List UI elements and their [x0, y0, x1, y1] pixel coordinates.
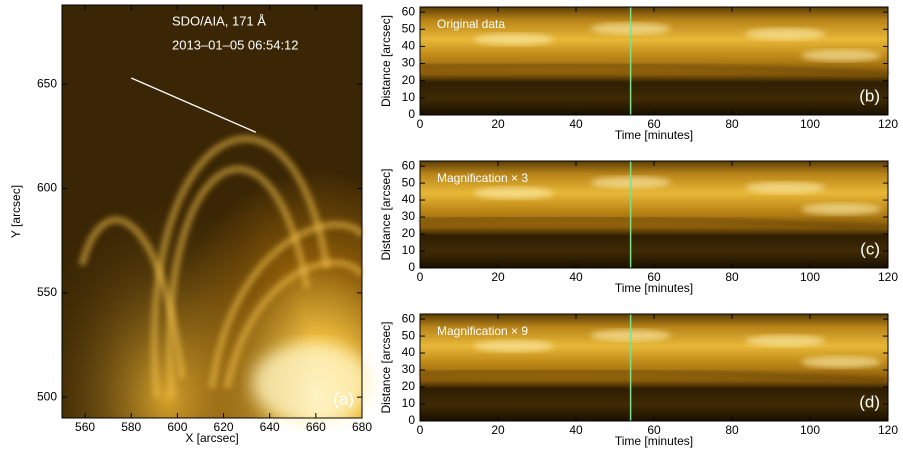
x-tick-label: 120 — [878, 423, 898, 437]
x-tick-label: 40 — [569, 270, 583, 284]
x-tick-label: 120 — [878, 117, 898, 131]
image-area — [419, 161, 889, 268]
loop — [208, 221, 365, 389]
loop — [78, 216, 186, 379]
y-tick-label: 0 — [408, 107, 415, 121]
x-tick-label: 20 — [491, 270, 505, 284]
loop — [150, 135, 331, 399]
x-tick-label: 100 — [800, 423, 820, 437]
slit — [130, 77, 257, 133]
plot-frame — [61, 4, 363, 419]
x-axis-label: Time [minutes] — [615, 128, 693, 142]
x-tick-label: 660 — [306, 420, 326, 434]
x-tick-label: 100 — [800, 270, 820, 284]
y-tick-label: 40 — [402, 192, 416, 206]
x-tick-label: 620 — [214, 420, 234, 434]
y-tick-label: 50 — [402, 328, 416, 342]
y-tick-label: 20 — [402, 379, 416, 393]
bright-region — [252, 343, 372, 423]
bright-feature — [745, 334, 826, 347]
panel-label: (b) — [859, 86, 880, 105]
dark-strand — [419, 63, 889, 76]
y-tick-label: 40 — [402, 39, 416, 53]
bright-feature — [473, 187, 554, 200]
y-tick-label: 10 — [402, 396, 416, 410]
x-axis-label: X [arcsec] — [185, 431, 238, 445]
y-tick-label: 30 — [402, 209, 416, 223]
x-tick-label: 40 — [569, 117, 583, 131]
image-area — [62, 5, 372, 423]
x-tick-label: 680 — [352, 420, 372, 434]
y-tick-label: 60 — [402, 158, 416, 172]
panel-label: (c) — [860, 239, 880, 258]
x-tick-label: 80 — [725, 117, 739, 131]
panel-label: (d) — [859, 392, 880, 411]
x-axis-label: Time [minutes] — [615, 281, 693, 295]
annotation: Original data — [437, 17, 505, 31]
y-tick-label: 650 — [37, 76, 57, 90]
y-axis-label: Distance [arcsec] — [379, 15, 393, 107]
x-tick-label: 60 — [647, 270, 661, 284]
x-tick-label: 0 — [417, 423, 424, 437]
bright-feature — [801, 203, 882, 216]
y-axis-label: Distance [arcsec] — [379, 321, 393, 413]
y-tick-label: 0 — [408, 260, 415, 274]
y-tick-label: 500 — [37, 389, 57, 403]
y-tick-label: 60 — [402, 4, 416, 18]
x-tick-label: 560 — [75, 420, 95, 434]
y-tick-label: 40 — [402, 345, 416, 359]
x-tick-label: 100 — [800, 117, 820, 131]
y-tick-label: 0 — [408, 413, 415, 427]
dark-strand — [419, 216, 889, 229]
x-tick-label: 20 — [491, 423, 505, 437]
bright-feature — [801, 356, 882, 369]
y-axis-label: Y [arcsec] — [9, 185, 23, 238]
x-tick-label: 580 — [121, 420, 141, 434]
y-axis-label: Distance [arcsec] — [379, 168, 393, 260]
x-tick-label: 80 — [725, 423, 739, 437]
y-tick-label: 20 — [402, 226, 416, 240]
panel-label: (a) — [333, 389, 354, 408]
y-tick-label: 550 — [37, 285, 57, 299]
y-tick-label: 10 — [402, 90, 416, 104]
y-tick-label: 50 — [402, 175, 416, 189]
y-tick-label: 30 — [402, 56, 416, 70]
x-tick-label: 80 — [725, 270, 739, 284]
x-axis-label: Time [minutes] — [615, 434, 693, 448]
y-tick-label: 10 — [402, 243, 416, 257]
bright-feature — [745, 181, 826, 194]
x-tick-label: 0 — [417, 117, 424, 131]
annotation: 2013–01–05 06:54:12 — [172, 37, 299, 52]
bright-feature — [745, 28, 826, 40]
x-tick-label: 20 — [491, 117, 505, 131]
loop — [223, 259, 365, 389]
bright-feature — [473, 33, 554, 46]
dark-strand — [419, 369, 889, 382]
bright-feature — [473, 340, 554, 353]
x-tick-label: 0 — [417, 270, 424, 284]
bright-feature — [801, 49, 882, 62]
image-area — [419, 7, 889, 115]
annotation: Magnification × 9 — [437, 324, 528, 338]
y-tick-label: 20 — [402, 73, 416, 87]
y-tick-label: 60 — [402, 311, 416, 325]
x-tick-label: 600 — [167, 420, 187, 434]
x-tick-label: 120 — [878, 270, 898, 284]
x-tick-label: 60 — [647, 423, 661, 437]
y-tick-label: 30 — [402, 362, 416, 376]
x-tick-label: 640 — [260, 420, 280, 434]
x-tick-label: 40 — [569, 423, 583, 437]
y-tick-label: 600 — [37, 181, 57, 195]
y-tick-label: 50 — [402, 21, 416, 35]
x-tick-label: 60 — [647, 117, 661, 131]
image-area — [419, 314, 889, 421]
annotation: SDO/AIA, 171 Å — [172, 13, 266, 28]
annotation: Magnification × 3 — [437, 171, 528, 185]
